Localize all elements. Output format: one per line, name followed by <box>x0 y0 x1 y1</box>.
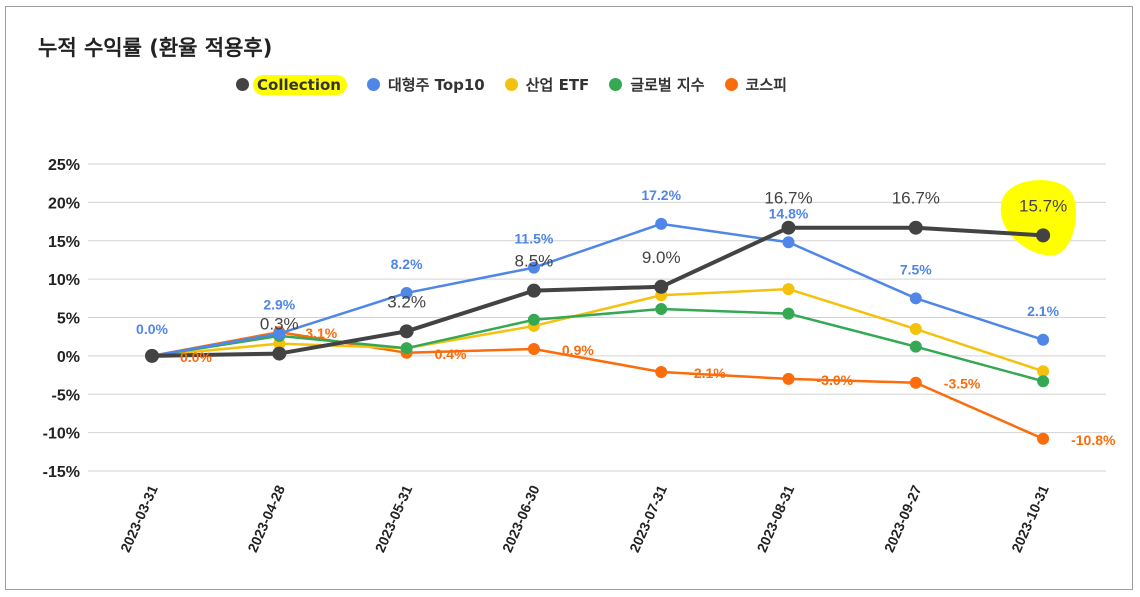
data-label-4: -3.0% <box>817 372 854 388</box>
legend-dot-large-cap <box>366 78 380 91</box>
data-label-4: 0.4% <box>435 346 467 362</box>
data-label-4: 3.1% <box>305 325 337 341</box>
legend-label-global-index: 글로벌 지수 <box>630 76 705 94</box>
legend-item-industry-etf[interactable]: 산업 ETF <box>504 74 590 95</box>
series-line-4 <box>151 330 1044 440</box>
data-point-3[interactable] <box>1037 375 1050 388</box>
data-point-4[interactable] <box>655 365 668 378</box>
series-line-3 <box>151 307 1044 383</box>
legend-item-large-cap[interactable]: 대형주 Top10 <box>366 74 485 95</box>
legend-label-kospi: 코스피 <box>745 76 787 94</box>
data-point-3[interactable] <box>400 342 413 355</box>
x-tick-label: 2023-10-31 <box>1008 483 1052 555</box>
data-point-2[interactable] <box>782 283 795 296</box>
data-point-2[interactable] <box>909 323 922 336</box>
data-label-0: 8.5% <box>515 252 554 271</box>
y-tick-label: 15% <box>48 234 80 251</box>
legend-dot-kospi <box>724 78 738 91</box>
data-point-0[interactable] <box>781 220 796 235</box>
legend-dot-global-index <box>609 78 623 91</box>
legend-item-kospi[interactable]: 코스피 <box>724 74 787 95</box>
data-point-1[interactable] <box>782 236 795 249</box>
y-tick-label: 20% <box>48 195 80 212</box>
highlight-mark <box>1000 180 1077 256</box>
data-point-1[interactable] <box>273 327 286 340</box>
data-point-0[interactable] <box>272 346 287 361</box>
data-label-1: 2.9% <box>263 297 295 313</box>
data-label-4: 0.9% <box>562 342 594 358</box>
x-tick-label: 2023-06-30 <box>499 483 543 555</box>
data-label-1: 2.1% <box>1027 303 1059 319</box>
data-point-0[interactable] <box>1036 228 1051 243</box>
y-tick-label: 10% <box>48 272 80 289</box>
data-point-1[interactable] <box>1037 333 1050 346</box>
legend-label-large-cap: 대형주 Top10 <box>387 76 485 94</box>
y-tick-label: -5% <box>52 387 80 404</box>
data-point-0[interactable] <box>145 348 159 363</box>
data-point-3[interactable] <box>655 303 668 316</box>
series-line-1 <box>151 222 1044 358</box>
data-label-0: 0.3% <box>260 315 299 334</box>
data-label-1: 11.5% <box>514 231 553 247</box>
data-point-3[interactable] <box>782 307 795 320</box>
x-tick-label: 2023-04-28 <box>244 483 288 555</box>
data-label-4: -3.5% <box>944 376 981 392</box>
data-point-4[interactable] <box>909 376 922 389</box>
y-tick-label: 0% <box>57 349 80 366</box>
chart-frame <box>5 6 1133 590</box>
data-point-0[interactable] <box>654 279 669 294</box>
data-point-4[interactable] <box>527 342 540 355</box>
data-label-1: 14.8% <box>769 205 809 221</box>
x-tick-label: 2023-08-31 <box>753 483 797 555</box>
y-tick-label: 5% <box>57 311 80 328</box>
y-tick-label: -10% <box>43 426 80 443</box>
data-label-1: 17.2% <box>641 187 681 203</box>
legend-label-collection: Collection <box>253 74 347 95</box>
data-point-1[interactable] <box>527 261 540 274</box>
chart-legend: Collection 대형주 Top10 산업 ETF 글로벌 지수 코스피 <box>236 74 807 95</box>
data-label-0: 9.0% <box>642 248 681 267</box>
series-line-2 <box>151 287 1044 373</box>
data-label-0: 15.7% <box>1019 196 1067 215</box>
legend-dot-industry-etf <box>504 78 518 91</box>
data-label-4: -2.1% <box>689 365 726 381</box>
x-tick-label: 2023-05-31 <box>372 483 416 555</box>
series-line-0 <box>151 225 1044 358</box>
data-point-0[interactable] <box>526 283 541 298</box>
chart-title: 누적 수익률 (환율 적용후) <box>38 36 273 60</box>
data-label-1: 7.5% <box>900 261 932 277</box>
legend-item-collection[interactable]: Collection <box>236 74 347 95</box>
y-tick-label: -15% <box>43 464 80 481</box>
data-point-2[interactable] <box>1037 365 1050 378</box>
x-tick-label: 2023-03-31 <box>117 483 161 555</box>
data-point-3[interactable] <box>527 313 540 326</box>
data-label-0: 3.2% <box>387 292 426 311</box>
data-label-1: 8.2% <box>391 256 423 272</box>
data-point-4[interactable] <box>1037 432 1050 445</box>
data-point-3[interactable] <box>909 340 922 353</box>
data-point-1[interactable] <box>655 217 668 230</box>
data-label-0: 16.7% <box>892 189 940 208</box>
legend-item-global-index[interactable]: 글로벌 지수 <box>609 74 705 95</box>
data-point-1[interactable] <box>909 292 922 305</box>
data-label-4: -10.8% <box>1071 432 1116 448</box>
x-tick-label: 2023-07-31 <box>626 483 670 555</box>
x-tick-label: 2023-09-27 <box>881 483 925 555</box>
legend-dot-collection <box>236 78 249 91</box>
data-label-4: 0.0% <box>180 349 212 365</box>
y-tick-label: 25% <box>48 157 80 174</box>
data-point-0[interactable] <box>399 324 414 339</box>
data-label-0: 16.7% <box>764 189 812 208</box>
data-point-1[interactable] <box>400 286 413 299</box>
data-label-1: 0.0% <box>136 321 168 337</box>
legend-label-industry-etf: 산업 ETF <box>525 76 590 94</box>
data-point-0[interactable] <box>908 220 923 235</box>
data-point-4[interactable] <box>782 372 795 385</box>
